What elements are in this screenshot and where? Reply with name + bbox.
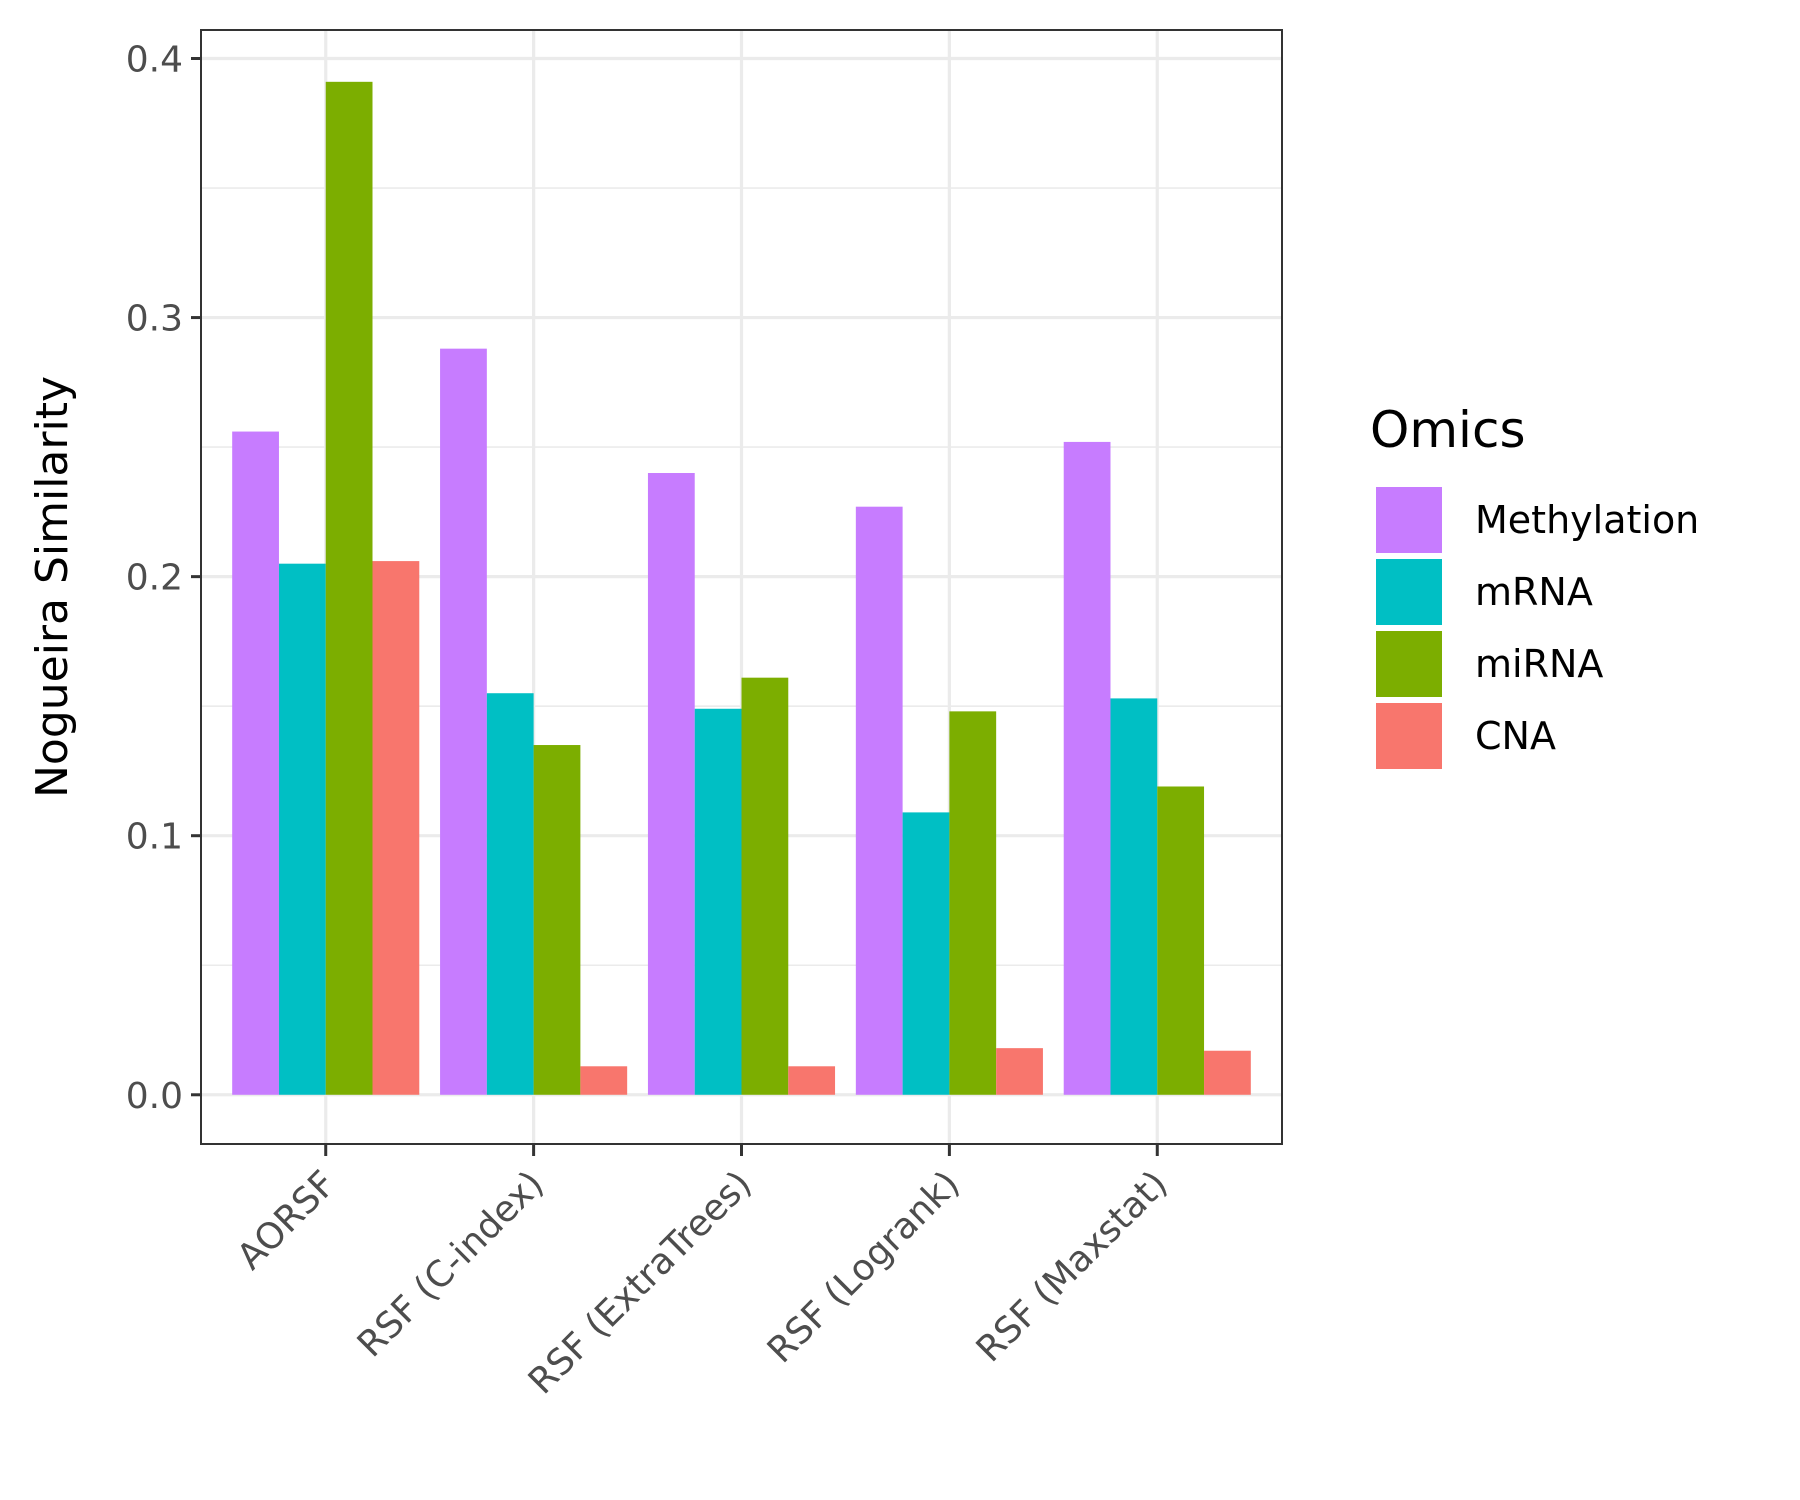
bar-mrna-3 — [694, 708, 742, 1095]
legend-key-cna — [1376, 703, 1442, 769]
bar-methylation-1 — [232, 431, 279, 1095]
bar-mirna-3 — [741, 677, 789, 1095]
legend-label-cna: CNA — [1475, 714, 1556, 758]
bar-cna-2 — [580, 1066, 628, 1095]
bar-cna-1 — [372, 561, 420, 1095]
bar-methylation-4 — [855, 506, 903, 1095]
bar-mrna-1 — [278, 563, 326, 1095]
legend-key-methylation — [1376, 487, 1442, 553]
bar-cna-4 — [996, 1048, 1043, 1095]
bar-mrna-5 — [1110, 698, 1158, 1095]
y-tick-label: 0.0 — [126, 1076, 183, 1117]
legend-key-mirna — [1376, 631, 1442, 697]
bar-mrna-4 — [902, 812, 950, 1095]
bar-mrna-2 — [486, 693, 534, 1095]
legend-title: Omics — [1370, 401, 1526, 459]
bar-methylation-3 — [647, 473, 695, 1095]
legend-label-methylation: Methylation — [1475, 498, 1699, 542]
legend: Omics Methylation mRNA miRNA CNA — [1370, 401, 1699, 769]
y-tick-label: 0.1 — [126, 817, 183, 858]
y-axis: 0.0 0.1 0.2 0.3 0.4 — [126, 39, 201, 1117]
bar-mirna-2 — [533, 745, 581, 1095]
bar-methylation-2 — [440, 348, 487, 1095]
legend-key-mrna — [1376, 559, 1442, 625]
bar-cna-3 — [788, 1066, 836, 1095]
bars-layer — [232, 81, 1251, 1095]
y-axis-title: Nogueira Similarity — [27, 376, 78, 798]
bar-mirna-5 — [1157, 786, 1205, 1095]
bar-methylation-5 — [1063, 441, 1111, 1095]
y-tick-label: 0.3 — [126, 299, 183, 340]
legend-label-mrna: mRNA — [1475, 570, 1593, 614]
bar-mirna-4 — [949, 711, 997, 1095]
bar-mirna-1 — [325, 81, 373, 1095]
y-tick-label: 0.4 — [126, 39, 183, 80]
y-tick-label: 0.2 — [126, 558, 183, 599]
bar-cna-5 — [1204, 1050, 1251, 1095]
legend-label-mirna: miRNA — [1475, 642, 1603, 686]
